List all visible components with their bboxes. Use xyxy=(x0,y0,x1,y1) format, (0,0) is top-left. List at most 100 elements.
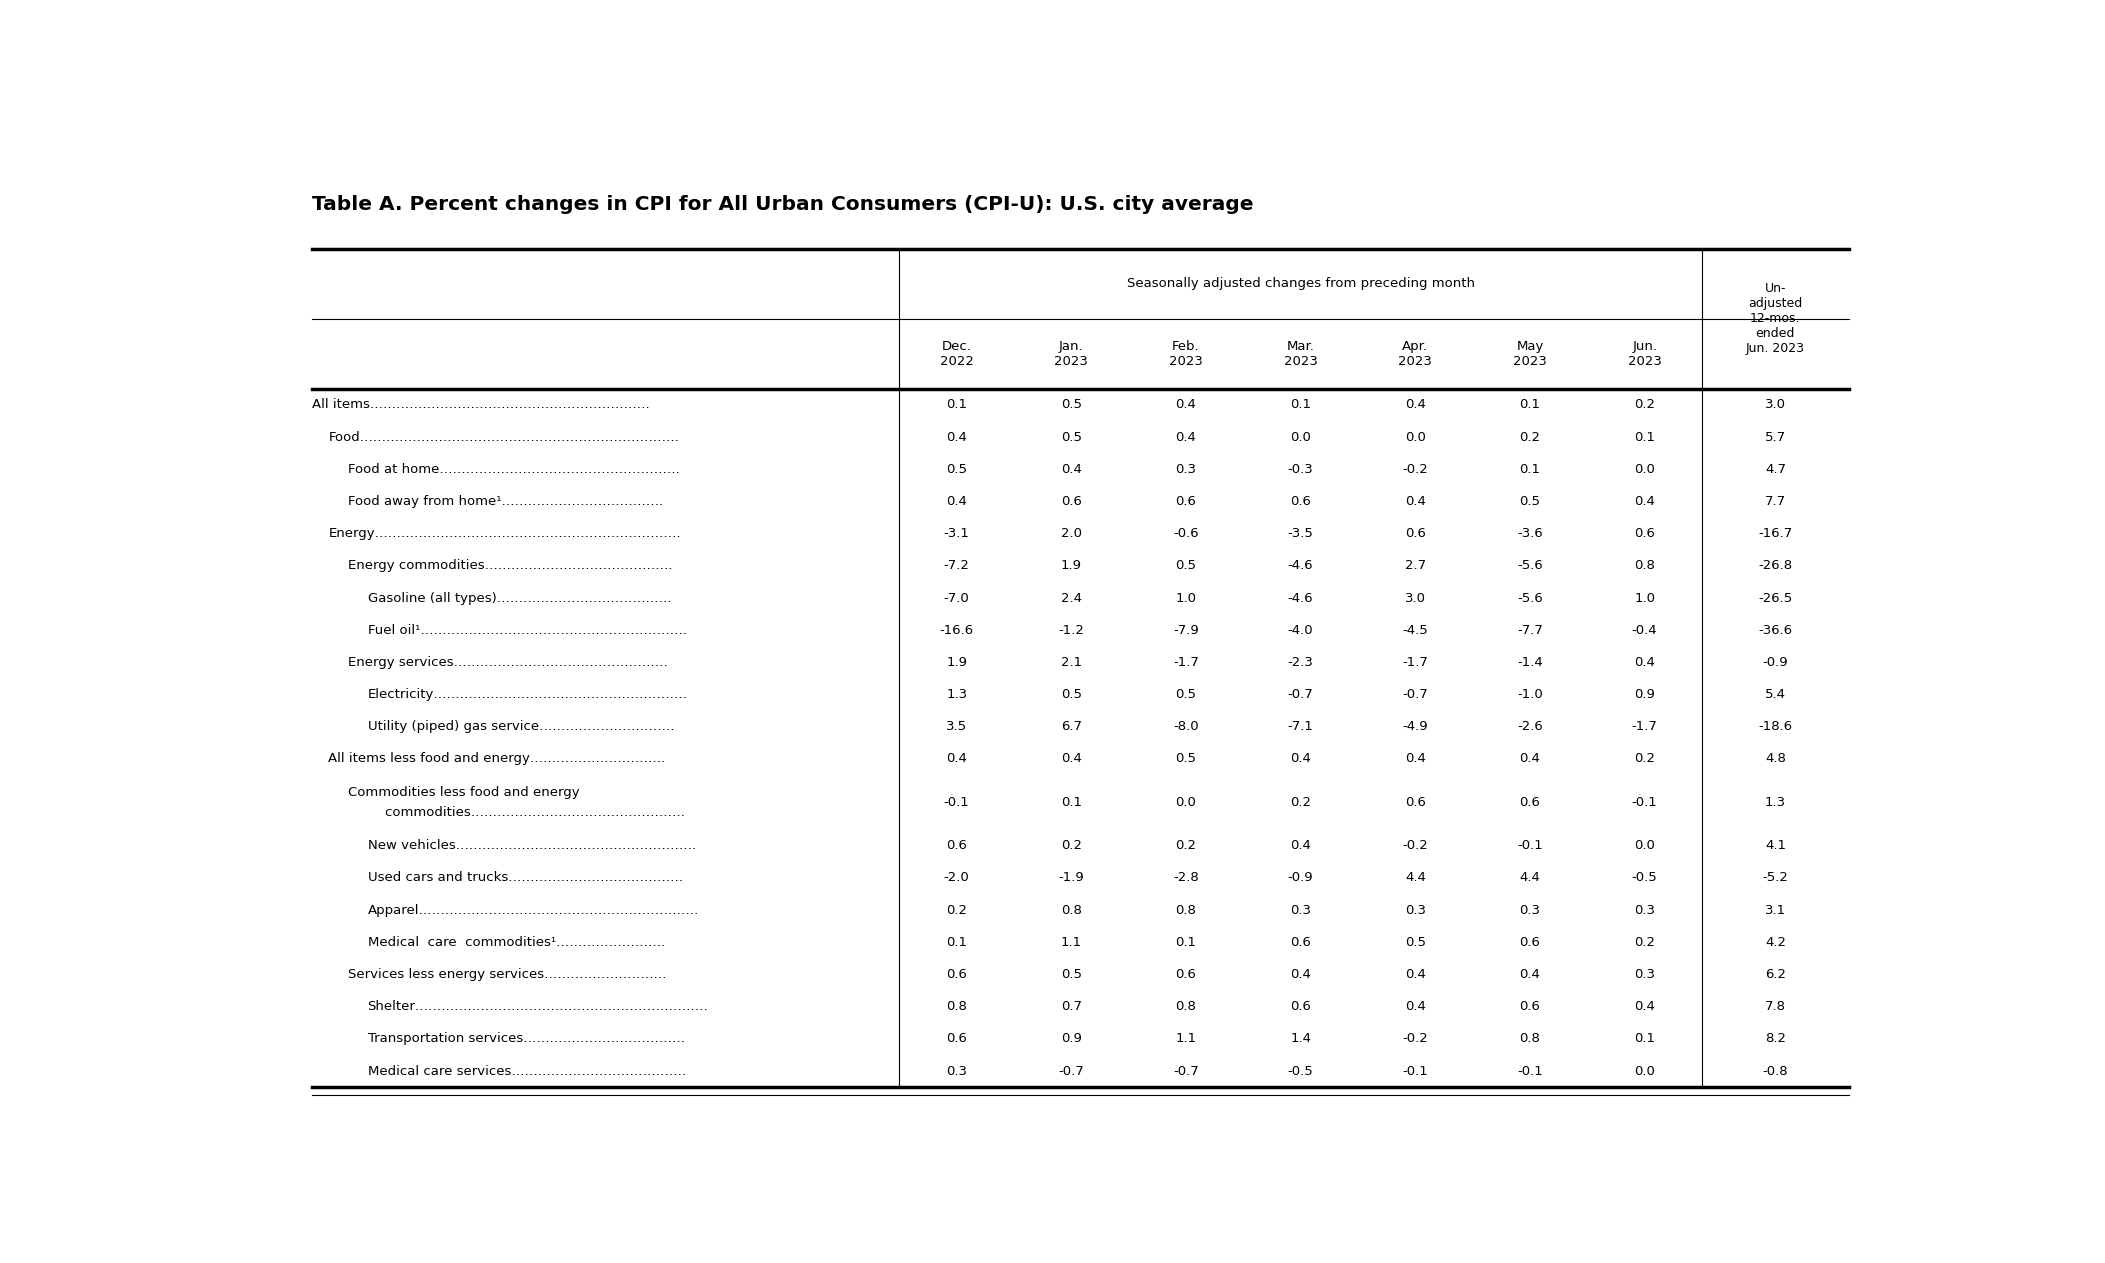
Text: 0.4: 0.4 xyxy=(1404,1000,1425,1013)
Text: 0.5: 0.5 xyxy=(1061,967,1082,981)
Text: Seasonally adjusted changes from preceding month: Seasonally adjusted changes from precedi… xyxy=(1126,278,1476,290)
Text: 0.6: 0.6 xyxy=(1520,796,1541,808)
Text: 5.4: 5.4 xyxy=(1764,688,1785,701)
Text: -1.7: -1.7 xyxy=(1631,720,1657,734)
Text: Medical  care  commodities¹…………………….: Medical care commodities¹……………………. xyxy=(368,936,665,949)
Text: 0.2: 0.2 xyxy=(1633,753,1655,765)
Text: 0.1: 0.1 xyxy=(1175,936,1196,949)
Text: -1.0: -1.0 xyxy=(1518,688,1543,701)
Text: 7.8: 7.8 xyxy=(1764,1000,1785,1013)
Text: 7.7: 7.7 xyxy=(1764,495,1785,508)
Text: New vehicles……………………………………………….: New vehicles………………………………………………. xyxy=(368,840,695,853)
Text: 0.8: 0.8 xyxy=(947,1000,966,1013)
Text: -16.6: -16.6 xyxy=(939,624,975,637)
Text: Jun.
2023: Jun. 2023 xyxy=(1627,340,1661,368)
Text: 0.6: 0.6 xyxy=(947,967,966,981)
Text: 8.2: 8.2 xyxy=(1764,1032,1785,1046)
Text: 0.0: 0.0 xyxy=(1404,431,1425,443)
Text: 0.5: 0.5 xyxy=(1404,936,1425,949)
Text: 0.8: 0.8 xyxy=(1175,1000,1196,1013)
Text: Used cars and trucks………………………………….: Used cars and trucks…………………………………. xyxy=(368,871,682,884)
Text: 0.4: 0.4 xyxy=(1404,753,1425,765)
Text: 0.5: 0.5 xyxy=(945,462,966,476)
Text: 0.4: 0.4 xyxy=(947,431,966,443)
Text: -0.2: -0.2 xyxy=(1402,1032,1427,1046)
Text: 0.2: 0.2 xyxy=(1633,936,1655,949)
Text: 0.5: 0.5 xyxy=(1175,688,1196,701)
Text: 0.4: 0.4 xyxy=(1175,398,1196,412)
Text: -36.6: -36.6 xyxy=(1758,624,1793,637)
Text: 0.5: 0.5 xyxy=(1061,688,1082,701)
Text: -3.6: -3.6 xyxy=(1518,527,1543,541)
Text: 0.7: 0.7 xyxy=(1061,1000,1082,1013)
Text: Mar.
2023: Mar. 2023 xyxy=(1284,340,1318,368)
Text: -4.6: -4.6 xyxy=(1288,560,1314,572)
Text: -0.7: -0.7 xyxy=(1172,1065,1200,1077)
Text: 0.3: 0.3 xyxy=(1175,462,1196,476)
Text: 0.4: 0.4 xyxy=(1290,840,1311,853)
Text: 0.2: 0.2 xyxy=(1061,840,1082,853)
Text: 0.1: 0.1 xyxy=(1633,1032,1655,1046)
Text: 1.0: 1.0 xyxy=(1633,591,1655,605)
Text: 0.2: 0.2 xyxy=(945,903,966,917)
Text: -4.0: -4.0 xyxy=(1288,624,1314,637)
Text: -0.1: -0.1 xyxy=(1402,1065,1427,1077)
Text: Services less energy services……………………….: Services less energy services………………………. xyxy=(347,967,667,981)
Text: -0.2: -0.2 xyxy=(1402,462,1427,476)
Text: -7.1: -7.1 xyxy=(1288,720,1314,734)
Text: 5.7: 5.7 xyxy=(1764,431,1785,443)
Text: 1.1: 1.1 xyxy=(1061,936,1082,949)
Text: 0.5: 0.5 xyxy=(1175,753,1196,765)
Text: 0.4: 0.4 xyxy=(1520,967,1541,981)
Text: 0.6: 0.6 xyxy=(1633,527,1655,541)
Text: 3.5: 3.5 xyxy=(945,720,968,734)
Text: 0.6: 0.6 xyxy=(1175,967,1196,981)
Text: 0.1: 0.1 xyxy=(1520,398,1541,412)
Text: Utility (piped) gas service………………………….: Utility (piped) gas service…………………………. xyxy=(368,720,674,734)
Text: 2.7: 2.7 xyxy=(1404,560,1425,572)
Text: -0.1: -0.1 xyxy=(943,796,970,808)
Text: 0.8: 0.8 xyxy=(1520,1032,1541,1046)
Text: 0.4: 0.4 xyxy=(1290,967,1311,981)
Text: Dec.
2022: Dec. 2022 xyxy=(939,340,975,368)
Text: 1.9: 1.9 xyxy=(945,655,966,669)
Text: 0.4: 0.4 xyxy=(1290,753,1311,765)
Text: 3.1: 3.1 xyxy=(1764,903,1785,917)
Text: 3.0: 3.0 xyxy=(1764,398,1785,412)
Text: -0.5: -0.5 xyxy=(1288,1065,1314,1077)
Text: 0.6: 0.6 xyxy=(1290,1000,1311,1013)
Text: 1.4: 1.4 xyxy=(1290,1032,1311,1046)
Text: Energy services………………………………………….: Energy services…………………………………………. xyxy=(347,655,667,669)
Text: 4.1: 4.1 xyxy=(1764,840,1785,853)
Text: 0.6: 0.6 xyxy=(1175,495,1196,508)
Text: 0.3: 0.3 xyxy=(945,1065,966,1077)
Text: -1.9: -1.9 xyxy=(1059,871,1084,884)
Text: -3.1: -3.1 xyxy=(943,527,970,541)
Text: -1.7: -1.7 xyxy=(1172,655,1200,669)
Text: -2.3: -2.3 xyxy=(1288,655,1314,669)
Text: Medical care services………………………………….: Medical care services…………………………………. xyxy=(368,1065,686,1077)
Text: 0.0: 0.0 xyxy=(1633,462,1655,476)
Text: 0.4: 0.4 xyxy=(947,753,966,765)
Text: 0.0: 0.0 xyxy=(1290,431,1311,443)
Text: 0.0: 0.0 xyxy=(1175,796,1196,808)
Text: 0.9: 0.9 xyxy=(1633,688,1655,701)
Text: -7.9: -7.9 xyxy=(1172,624,1200,637)
Text: 0.3: 0.3 xyxy=(1520,903,1541,917)
Text: -4.6: -4.6 xyxy=(1288,591,1314,605)
Text: 0.1: 0.1 xyxy=(945,398,966,412)
Text: -5.6: -5.6 xyxy=(1518,591,1543,605)
Text: 0.1: 0.1 xyxy=(1061,796,1082,808)
Text: 0.2: 0.2 xyxy=(1520,431,1541,443)
Text: 0.4: 0.4 xyxy=(1633,495,1655,508)
Text: 1.1: 1.1 xyxy=(1175,1032,1196,1046)
Text: 0.6: 0.6 xyxy=(947,1032,966,1046)
Text: Food……………………………………………………………….: Food………………………………………………………………. xyxy=(328,431,680,443)
Text: 0.0: 0.0 xyxy=(1633,1065,1655,1077)
Text: 4.4: 4.4 xyxy=(1404,871,1425,884)
Text: 2.0: 2.0 xyxy=(1061,527,1082,541)
Text: 0.6: 0.6 xyxy=(1404,527,1425,541)
Text: 0.9: 0.9 xyxy=(1061,1032,1082,1046)
Text: 0.4: 0.4 xyxy=(1404,495,1425,508)
Text: 0.8: 0.8 xyxy=(1633,560,1655,572)
